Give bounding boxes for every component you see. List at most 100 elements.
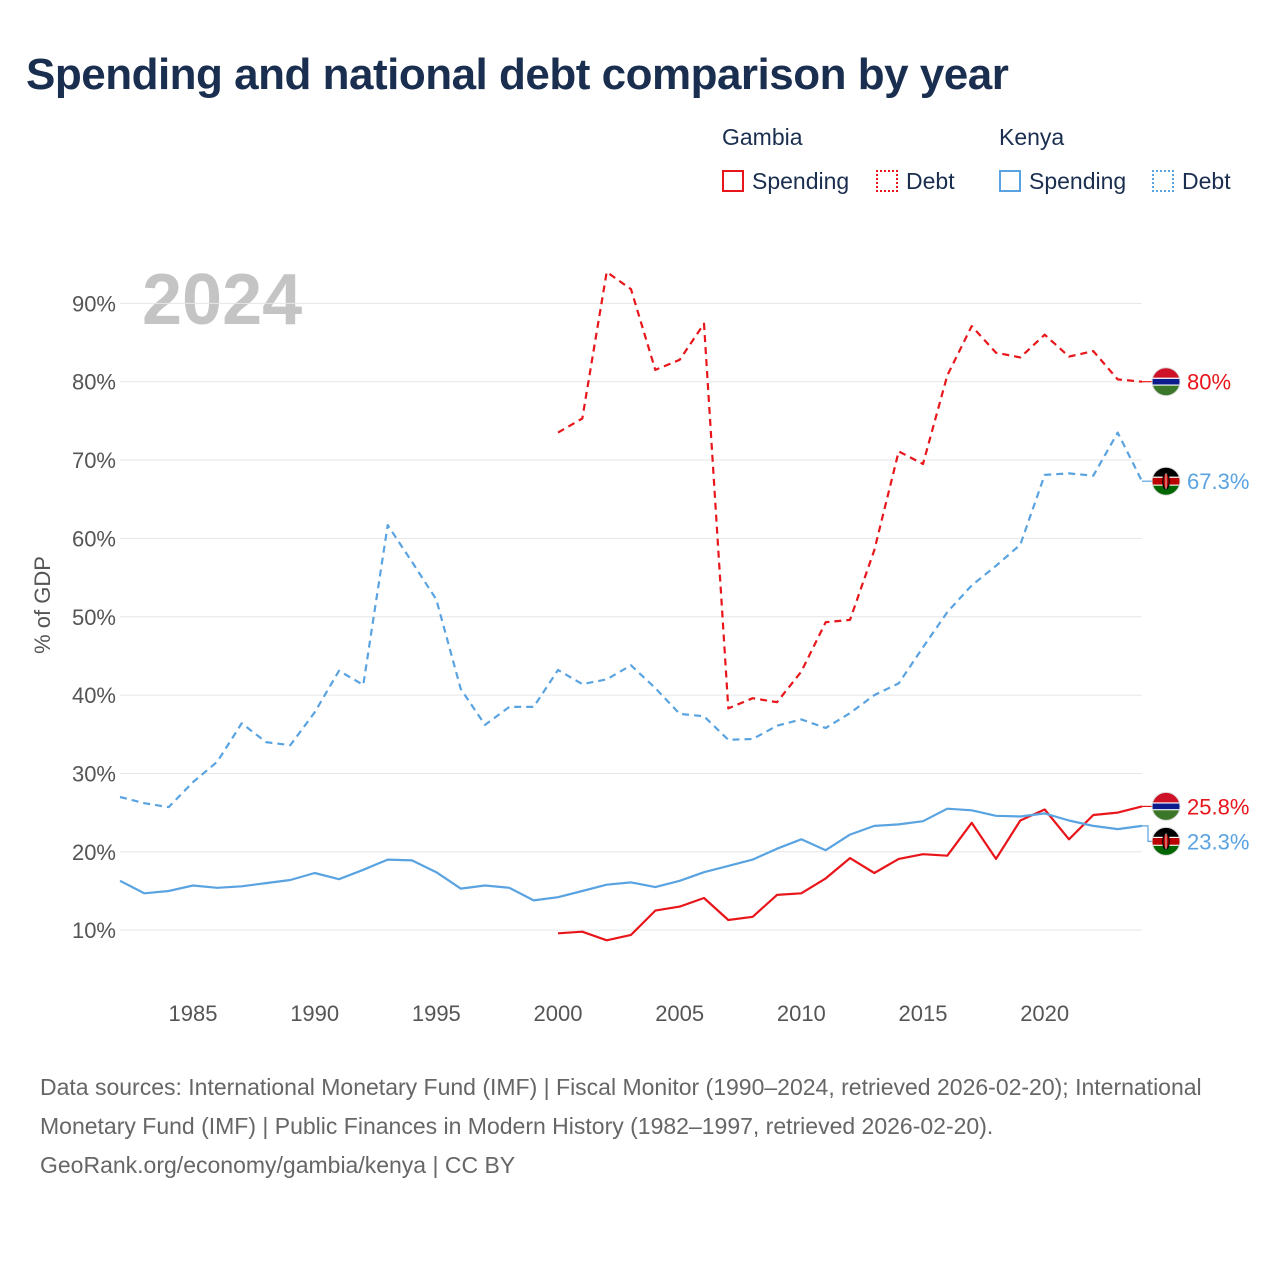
data-point [433, 869, 439, 875]
x-tick-label: 1995 [412, 1001, 461, 1026]
data-point [409, 559, 415, 565]
legend-item-kenya-spending[interactable]: Spending [999, 166, 1126, 196]
data-point [1066, 354, 1072, 360]
y-tick-label: 70% [72, 448, 116, 473]
data-point [652, 685, 658, 691]
data-point [920, 851, 926, 857]
data-point [969, 807, 975, 813]
data-point [214, 885, 220, 891]
data-point [141, 800, 147, 806]
data-point [896, 856, 902, 862]
y-tick-label: 20% [72, 840, 116, 865]
data-point [652, 884, 658, 890]
data-point [920, 644, 926, 650]
data-point [239, 883, 245, 889]
data-point [701, 713, 707, 719]
year-watermark: 2024 [142, 260, 302, 340]
data-point [725, 863, 731, 869]
data-point [141, 890, 147, 896]
data-point [701, 895, 707, 901]
data-point [774, 846, 780, 852]
data-point [166, 888, 172, 894]
legend-country-kenya: Kenya [999, 124, 1065, 150]
data-point [287, 877, 293, 883]
data-point [190, 779, 196, 785]
data-point [1115, 826, 1121, 832]
data-point [798, 716, 804, 722]
legend-swatch-solid-icon [999, 170, 1021, 192]
flag-border [1151, 466, 1181, 496]
legend-label: Debt [906, 167, 955, 194]
data-point [1042, 332, 1048, 338]
data-point [652, 908, 658, 914]
data-point [117, 794, 123, 800]
data-point [823, 619, 829, 625]
data-point [969, 323, 975, 329]
data-point [604, 269, 610, 275]
data-point [385, 522, 391, 528]
data-point [1042, 472, 1048, 478]
data-point [336, 876, 342, 882]
x-tick-label: 2015 [899, 1001, 948, 1026]
legend-label: Spending [1029, 167, 1127, 194]
data-point [531, 897, 537, 903]
kenya-flag-icon [1152, 827, 1180, 856]
data-point [774, 699, 780, 705]
data-point [1115, 376, 1121, 382]
data-point [482, 722, 488, 728]
data-point [579, 929, 585, 935]
data-point [701, 321, 707, 327]
series-line [557, 805, 1143, 942]
data-point [1017, 542, 1023, 548]
data-point [312, 709, 318, 715]
data-point [531, 704, 537, 710]
data-point [628, 662, 634, 668]
data-point [944, 372, 950, 378]
data-point [604, 937, 610, 943]
data-point [190, 882, 196, 888]
data-point [360, 867, 366, 873]
data-point [239, 720, 245, 726]
flag-border [1151, 791, 1181, 821]
data-point [263, 739, 269, 745]
y-tick-label: 50% [72, 605, 116, 630]
data-point [312, 870, 318, 876]
data-point [993, 856, 999, 862]
gambia-flag-icon [1152, 792, 1180, 821]
data-point [409, 857, 415, 863]
data-point [920, 818, 926, 824]
legend-item-gambia-debt[interactable]: Debt [876, 166, 955, 196]
data-point [774, 892, 780, 898]
data-point [555, 930, 561, 936]
data-point [579, 416, 585, 422]
x-tick-label: 1985 [169, 1001, 218, 1026]
series-gambia-debt [557, 269, 1143, 710]
data-point [847, 617, 853, 623]
data-point [677, 878, 683, 884]
end-value-label: 23.3% [1187, 829, 1249, 854]
data-point [969, 820, 975, 826]
data-point [725, 737, 731, 743]
series-line [119, 431, 1143, 809]
data-point [214, 759, 220, 765]
legend-item-gambia-spending[interactable]: Spending [722, 166, 849, 196]
y-axis-label: % of GDP [30, 556, 55, 654]
data-point [1090, 823, 1096, 829]
data-point [482, 882, 488, 888]
series-gambia-spending [555, 805, 1143, 943]
data-point [750, 857, 756, 863]
legend-item-kenya-debt[interactable]: Debt [1152, 166, 1231, 196]
chart-title: Spending and national debt comparison by… [26, 50, 1009, 99]
credit-text[interactable]: GeoRank.org/economy/gambia/kenya | CC BY [40, 1152, 516, 1178]
end-value-label: 25.8% [1187, 794, 1249, 819]
data-point [871, 870, 877, 876]
data-point [896, 680, 902, 686]
data-point [944, 853, 950, 859]
data-point [871, 692, 877, 698]
y-tick-label: 90% [72, 291, 116, 316]
end-value-label: 80% [1187, 370, 1231, 395]
series-kenya-debt [117, 431, 1143, 809]
data-point [1066, 470, 1072, 476]
data-point [774, 723, 780, 729]
data-point [433, 597, 439, 603]
